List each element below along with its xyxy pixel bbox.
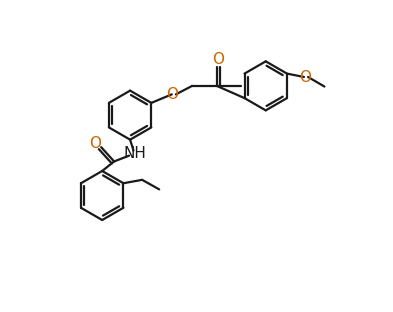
- Text: O: O: [166, 87, 178, 102]
- Text: NH: NH: [124, 146, 147, 161]
- Text: O: O: [89, 135, 101, 151]
- Text: O: O: [299, 70, 311, 85]
- Text: O: O: [212, 52, 224, 67]
